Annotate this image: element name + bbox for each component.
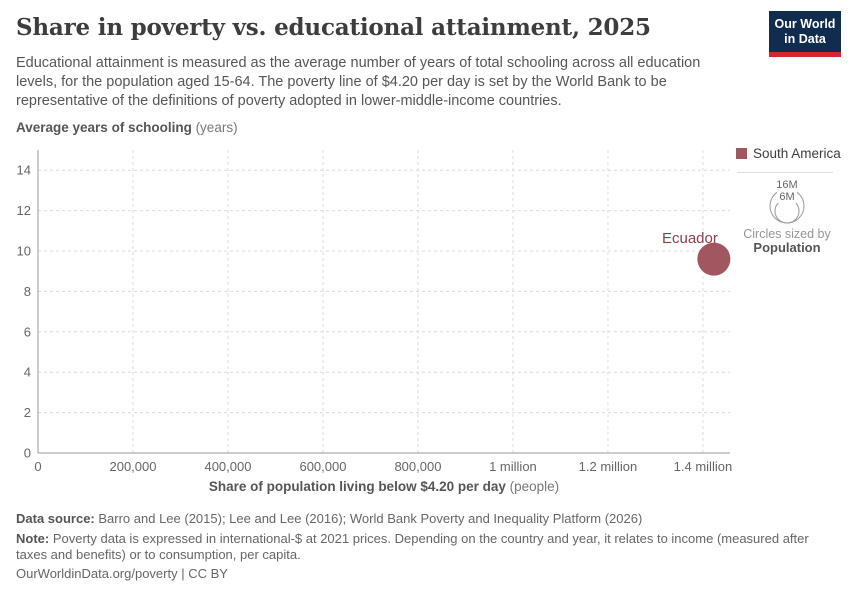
size-legend-outer-label: 16M	[774, 179, 800, 191]
y-tick-label: 8	[24, 284, 31, 299]
y-tick-label: 2	[24, 405, 31, 420]
y-tick-label: 0	[24, 446, 31, 461]
data-source-text: Barro and Lee (2015); Lee and Lee (2016)…	[94, 511, 643, 526]
y-tick-label: 14	[17, 163, 31, 178]
y-axis-title-unit: (years)	[191, 120, 238, 135]
owid-logo: Our World in Data	[769, 11, 841, 52]
size-legend-caption: Circles sized by	[743, 227, 831, 241]
y-axis-title-main: Average years of schooling	[16, 120, 192, 135]
x-tick-label: 1 million	[489, 459, 537, 474]
x-axis-title: Share of population living below $4.20 p…	[38, 479, 730, 494]
x-tick-label: 1.4 million	[674, 459, 733, 474]
y-tick-label: 12	[17, 203, 31, 218]
y-tick-label: 6	[24, 324, 31, 339]
y-tick-label: 4	[24, 365, 31, 380]
legend-item-south-america[interactable]: South America	[736, 146, 841, 161]
owid-logo-line1: Our World	[774, 16, 836, 31]
permalink[interactable]: OurWorldinData.org/poverty | CC BY	[16, 566, 228, 581]
owid-logo-line2: in Data	[784, 31, 826, 46]
size-legend-caption-bold: Population	[753, 240, 821, 255]
x-tick-label: 1.2 million	[579, 459, 638, 474]
page-title: Share in poverty vs. educational attainm…	[16, 14, 651, 41]
data-point-label-ecuador[interactable]: Ecuador	[662, 230, 718, 247]
x-axis-title-main: Share of population living below $4.20 p…	[208, 479, 506, 494]
x-tick-label: 0	[34, 459, 41, 474]
x-tick-label: 600,000	[299, 459, 346, 474]
note-label: Note:	[16, 531, 50, 546]
data-source-line: Data source: Barro and Lee (2015); Lee a…	[16, 511, 828, 526]
x-tick-label: 800,000	[394, 459, 441, 474]
y-tick-label: 10	[17, 244, 31, 259]
data-source-label: Data source:	[16, 511, 95, 526]
chart-subtitle: Educational attainment is measured as th…	[16, 55, 701, 109]
legend-item-label: South America	[753, 146, 841, 161]
x-axis-title-unit: (people)	[505, 479, 560, 494]
note-line: Note: Poverty data is expressed in inter…	[16, 531, 816, 562]
data-point-ecuador[interactable]	[697, 242, 731, 276]
owid-logo-accent-bar	[769, 52, 841, 57]
legend-divider	[737, 172, 833, 173]
y-axis-title: Average years of schooling (years)	[16, 120, 238, 135]
x-tick-label: 200,000	[109, 459, 156, 474]
x-tick-label: 400,000	[204, 459, 251, 474]
legend-swatch	[736, 148, 747, 159]
note-text: Poverty data is expressed in internation…	[16, 531, 809, 562]
size-legend-inner-label: 6M	[777, 191, 797, 203]
